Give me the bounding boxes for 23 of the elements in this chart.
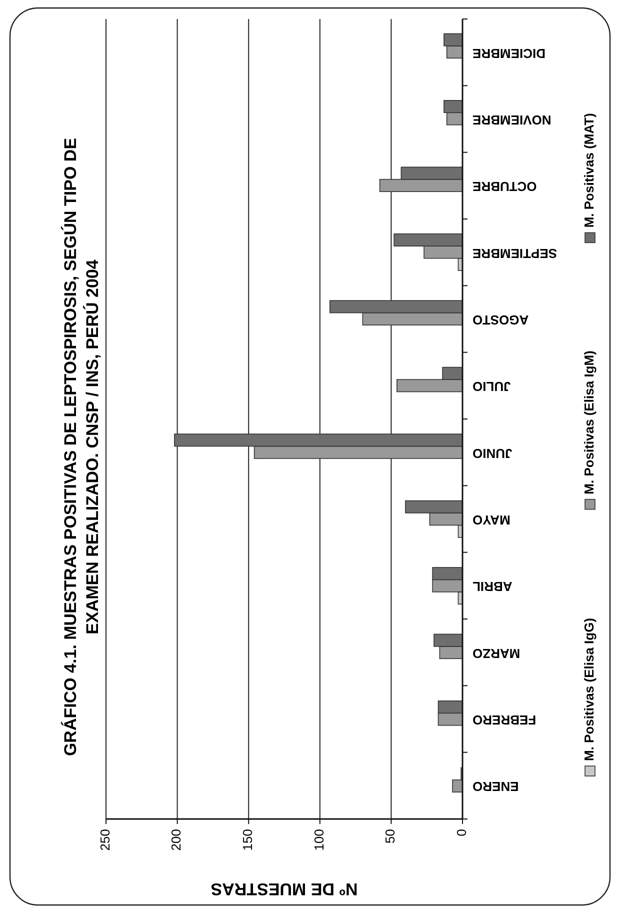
y-tick-label: ENERO — [472, 779, 519, 794]
x-tick-label: 0 — [454, 829, 469, 836]
y-tick-label: AGOSTO — [472, 312, 529, 328]
text: M. Positivas (MAT) — [581, 113, 596, 228]
x-tick-label: 200 — [168, 829, 184, 851]
y-tick-label: ABRIL — [472, 579, 512, 594]
text: M. Positivas (Elisa IgG) — [581, 618, 596, 761]
y-tick-label: SEPTIEMBRE — [472, 246, 558, 261]
y-tick-label: FEBRERO — [472, 712, 536, 728]
text: GRÁFICO 4.1. MUESTRAS POSITIVAS DE LEPTOSPIROSIS, SEGÚN TIPO DE EXAMEN REALIZADO. CNSP / INS, PERÚ 2004 — [60, 138, 102, 756]
x-axis-title: Nº DE MUESTRAS — [210, 880, 358, 899]
text: M. Positivas (Elisa IgM) — [581, 350, 596, 494]
y-tick-label: JUNIO — [472, 446, 512, 461]
y-tick-label: DICIEMBRE — [472, 46, 546, 61]
x-tick-label: 50 — [382, 829, 398, 844]
x-tick-label: 100 — [311, 829, 326, 851]
y-tick-label: MAYO — [472, 512, 510, 528]
x-tick-label: 250 — [97, 829, 112, 851]
y-tick-label: JULIO — [472, 379, 511, 394]
y-tick-label: OCTUBRE — [472, 179, 537, 194]
y-tick-label: NOVIEMBRE — [472, 112, 552, 128]
y-tick-label: MARZO — [472, 646, 520, 661]
x-tick-label: 150 — [240, 829, 256, 851]
